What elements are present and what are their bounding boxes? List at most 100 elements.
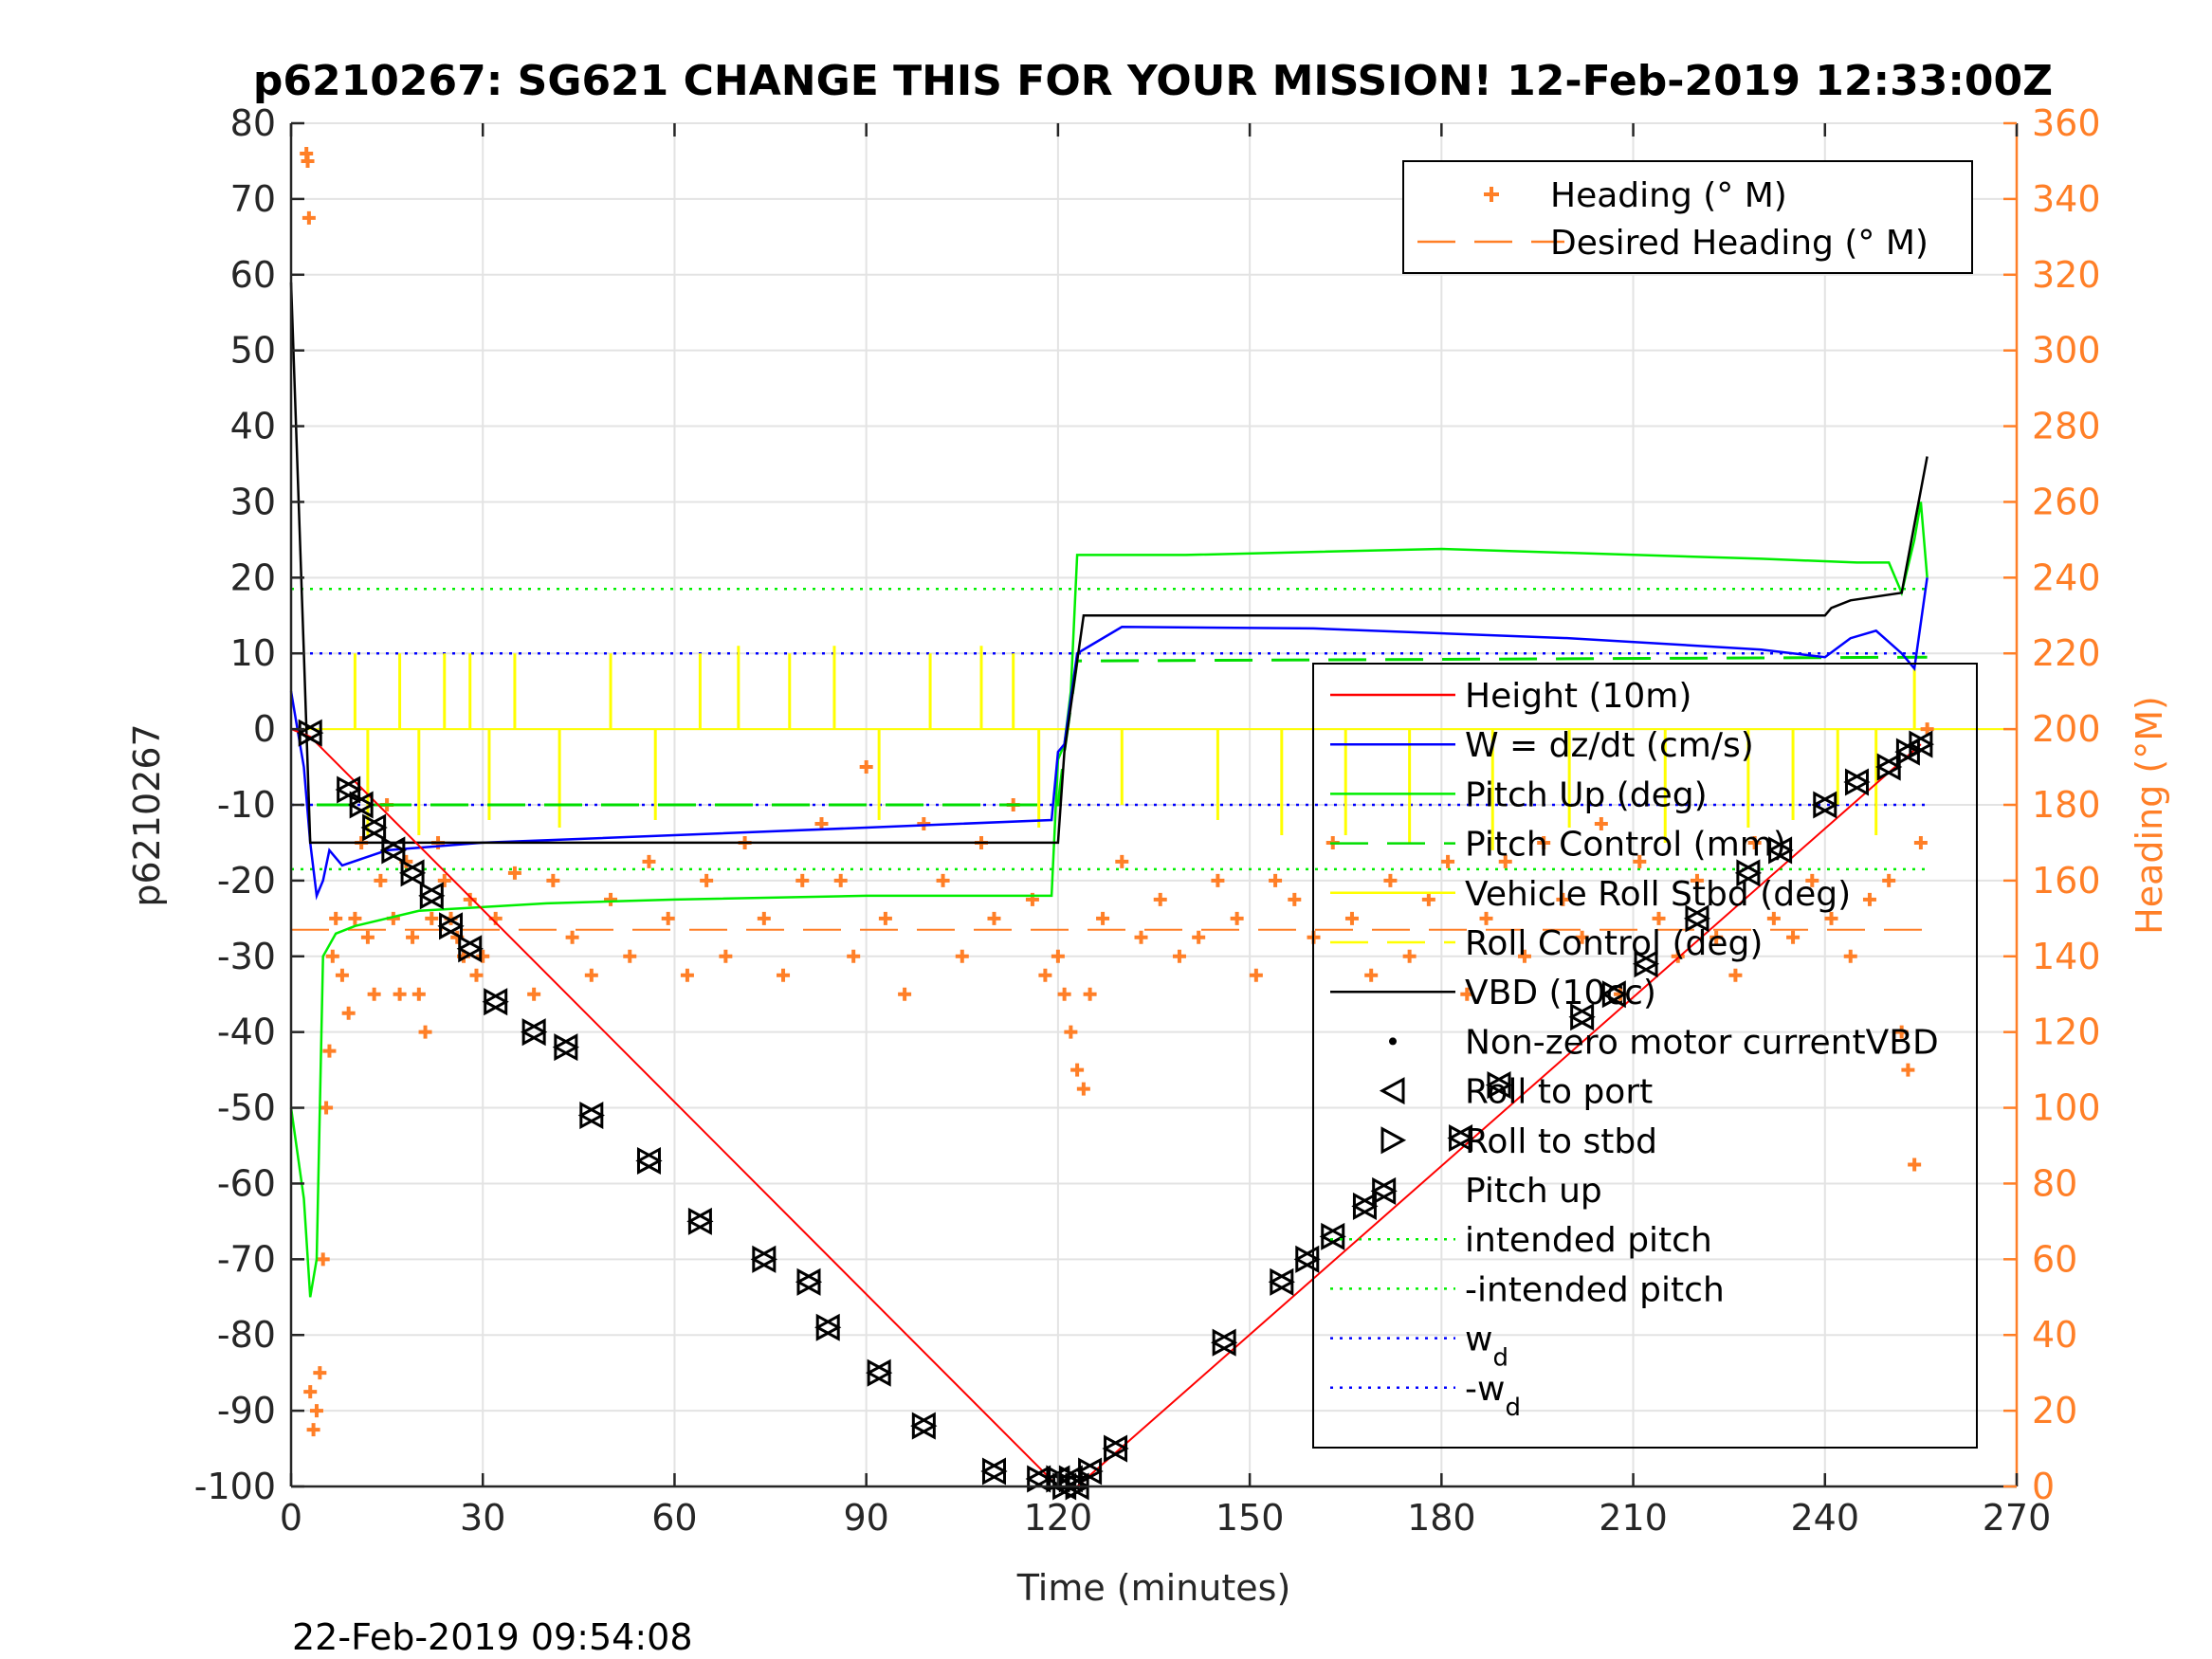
y2-tick-label: 80 bbox=[2032, 1162, 2077, 1204]
roll-to-stbd-marker bbox=[981, 1457, 1008, 1486]
roll-to-stbd-marker bbox=[484, 988, 509, 1016]
heading-point bbox=[795, 873, 810, 887]
heading-point bbox=[1269, 873, 1283, 887]
y2-tick-label: 40 bbox=[2032, 1314, 2077, 1356]
heading-legend-label: Heading (° M) bbox=[1550, 176, 1787, 215]
legend-label: Pitch Up (deg) bbox=[1465, 775, 1708, 814]
roll-to-stbd-marker bbox=[1895, 738, 1922, 766]
heading-point bbox=[309, 1404, 323, 1418]
heading-point bbox=[1344, 911, 1359, 925]
heading-point bbox=[360, 930, 375, 944]
heading-point bbox=[367, 987, 381, 1001]
heading-point bbox=[1894, 1025, 1909, 1039]
roll-to-stbd-marker bbox=[458, 935, 484, 963]
heading-point bbox=[418, 1025, 432, 1039]
y2-axis-label: Heading (°M) bbox=[2129, 696, 2170, 935]
y-tick-label: -20 bbox=[217, 860, 276, 902]
heading-point bbox=[859, 760, 873, 775]
heading-point bbox=[917, 816, 931, 830]
heading-point bbox=[316, 1252, 330, 1267]
heading-point bbox=[878, 911, 892, 925]
x-tick-label: 60 bbox=[651, 1497, 697, 1539]
heading-point bbox=[301, 154, 315, 168]
heading-point bbox=[1575, 930, 1589, 944]
y2-tick-label: 320 bbox=[2032, 254, 2101, 296]
roll-to-stbd-marker bbox=[796, 1267, 823, 1296]
heading-point bbox=[584, 968, 598, 982]
heading-point bbox=[507, 866, 521, 880]
roll-to-stbd-marker bbox=[1768, 836, 1794, 865]
heading-point bbox=[1364, 968, 1379, 982]
y-tick-label: 10 bbox=[230, 632, 276, 674]
heading-point bbox=[1728, 968, 1743, 982]
x-tick-label: 150 bbox=[1216, 1497, 1285, 1539]
roll-to-stbd-marker bbox=[1844, 768, 1871, 796]
heading-point bbox=[469, 968, 484, 982]
y2-tick-label: 280 bbox=[2032, 406, 2101, 447]
heading-point bbox=[1115, 854, 1129, 868]
legend-subscript: d bbox=[1492, 1344, 1508, 1373]
heading-point bbox=[1671, 949, 1685, 963]
legend-label: Non-zero motor currentVBD bbox=[1465, 1023, 1939, 1062]
legend-label: Roll to stbd bbox=[1465, 1122, 1657, 1161]
heading-point bbox=[1537, 835, 1551, 849]
y-tick-label: -80 bbox=[217, 1314, 276, 1356]
y2-tick-label: 60 bbox=[2032, 1238, 2077, 1280]
roll-to-stbd-marker bbox=[1212, 1328, 1238, 1357]
y-tick-label: -30 bbox=[217, 936, 276, 977]
roll-to-stbd-marker bbox=[1295, 1245, 1321, 1273]
heading-point bbox=[1556, 892, 1570, 906]
heading-point bbox=[302, 210, 316, 225]
heading-point bbox=[1402, 949, 1417, 963]
roll-to-stbd-marker bbox=[636, 1146, 663, 1176]
roll-to-stbd-marker bbox=[1685, 904, 1711, 933]
roll-to-stbd-marker bbox=[1058, 1465, 1085, 1493]
x-tick-label: 240 bbox=[1791, 1497, 1860, 1539]
y2-tick-label: 300 bbox=[2032, 330, 2101, 372]
legend-label: VBD (10cc) bbox=[1465, 974, 1656, 1012]
legend-subscript: d bbox=[1505, 1394, 1521, 1422]
roll-to-stbd-marker bbox=[815, 1313, 842, 1341]
roll-to-stbd-marker bbox=[752, 1245, 777, 1273]
y-tick-label: 20 bbox=[230, 556, 276, 598]
heading-point bbox=[1786, 930, 1801, 944]
heading-point bbox=[325, 949, 339, 963]
roll-to-stbd-marker bbox=[419, 882, 446, 910]
y2-tick-label: 120 bbox=[2032, 1012, 2101, 1053]
roll-to-stbd-marker bbox=[554, 1033, 579, 1062]
heading-point bbox=[661, 911, 675, 925]
heading-point bbox=[757, 911, 771, 925]
heading-point bbox=[700, 873, 714, 887]
w-line bbox=[289, 577, 1929, 901]
roll-to-stbd-marker bbox=[1570, 1003, 1596, 1031]
heading-point bbox=[1421, 892, 1435, 906]
heading-point bbox=[335, 968, 349, 982]
roll-to-stbd-marker bbox=[1601, 980, 1628, 1009]
heading-point bbox=[393, 987, 407, 1001]
x-axis-label: Time (minutes) bbox=[1016, 1567, 1291, 1609]
heading-point bbox=[306, 1423, 320, 1437]
heading-point bbox=[1594, 816, 1608, 830]
legends: Height (10m) W = dz/dt (cm/s) Pitch Up (de… bbox=[1312, 160, 1978, 1449]
roll-to-stbd-marker bbox=[1321, 1222, 1346, 1250]
roll-to-stbd-marker bbox=[349, 791, 375, 819]
y-tick-label: -100 bbox=[194, 1466, 276, 1507]
x-tick-label: 90 bbox=[843, 1497, 888, 1539]
heading-point bbox=[374, 873, 388, 887]
y2-tick-label: 160 bbox=[2032, 860, 2101, 902]
heading-legend-marker bbox=[1484, 187, 1499, 202]
heading-point bbox=[322, 1044, 337, 1058]
y-tick-label: -50 bbox=[217, 1087, 276, 1129]
heading-point bbox=[1824, 911, 1838, 925]
heading-point bbox=[1913, 835, 1928, 849]
axes: 0 30 60 90 120 150 180 210 240 270-100-90-80-70-6… bbox=[194, 102, 2101, 1539]
legend-swatch-port bbox=[1379, 1077, 1405, 1105]
heading-point bbox=[348, 911, 362, 925]
y-tick-label: 60 bbox=[230, 254, 276, 296]
x-tick-label: 210 bbox=[1599, 1497, 1668, 1539]
y2-tick-label: 360 bbox=[2032, 102, 2101, 144]
heading-point bbox=[463, 892, 477, 906]
roll-to-stbd-marker bbox=[1352, 1192, 1379, 1220]
heading-point bbox=[1441, 854, 1455, 868]
y-tick-label: 80 bbox=[230, 102, 276, 144]
